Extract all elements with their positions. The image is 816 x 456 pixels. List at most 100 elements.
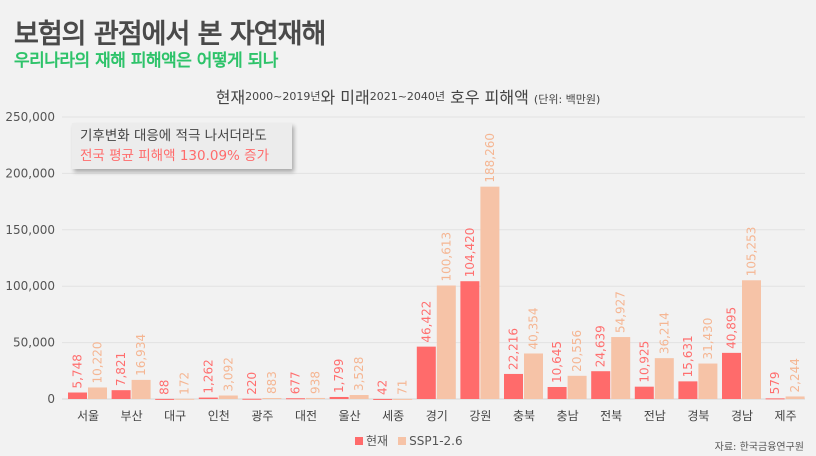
data-label: 3,092 <box>221 357 235 391</box>
bar <box>393 398 413 400</box>
bar <box>678 381 698 399</box>
data-label: 677 <box>289 371 303 394</box>
legend-swatch <box>355 437 363 445</box>
annotation-box: 기후변화 대응에 적극 나서더라도 전국 평균 피해액 130.09% 증가 <box>72 123 292 169</box>
data-label: 40,354 <box>527 307 541 349</box>
bar <box>306 397 325 399</box>
bar <box>722 352 741 399</box>
x-tick-label: 부산 <box>121 409 143 423</box>
bar <box>131 379 151 399</box>
data-label: 2,244 <box>788 358 802 392</box>
chart-title: 현재2000~2019년와 미래2021~2040년 호우 피해액 (단위: 백… <box>0 84 816 108</box>
bar <box>591 371 611 399</box>
x-tick-label: 울산 <box>339 409 361 423</box>
data-label: 71 <box>396 380 410 395</box>
bar <box>436 285 456 399</box>
y-tick-label: 100,000 <box>5 279 55 293</box>
x-tick-label: 강원 <box>469 409 491 423</box>
data-label: 36,214 <box>657 312 671 354</box>
bar <box>68 392 87 399</box>
bar <box>373 398 393 400</box>
annotation-line2: 전국 평균 피해액 130.09% 증가 <box>80 148 270 164</box>
data-label: 1,799 <box>332 359 346 393</box>
data-label: 579 <box>768 371 782 394</box>
data-label: 100,613 <box>439 232 453 282</box>
y-tick-label: 250,000 <box>5 110 55 124</box>
bar <box>785 396 805 399</box>
data-label: 31,430 <box>701 318 715 360</box>
data-label: 5,748 <box>71 354 85 388</box>
bar <box>111 390 131 399</box>
x-tick-label: 경북 <box>687 409 709 423</box>
data-label: 24,639 <box>594 325 608 367</box>
data-label: 10,925 <box>637 341 651 383</box>
x-tick-label: 대전 <box>295 409 317 423</box>
bar <box>524 353 543 399</box>
y-tick-label: 200,000 <box>5 166 55 180</box>
source-note: 자료: 한국금융연구원 <box>714 442 804 453</box>
x-tick-label: 충남 <box>557 409 579 423</box>
bar <box>242 398 262 400</box>
x-tick-label: 충북 <box>513 409 535 423</box>
bar <box>504 373 523 399</box>
x-tick-label: 서울 <box>77 409 99 423</box>
bar <box>155 398 175 400</box>
legend-label: 현재 <box>366 434 389 448</box>
bar <box>175 398 195 400</box>
chart-title-part: 호우 피해액 <box>445 88 534 107</box>
data-label: 22,216 <box>507 328 521 370</box>
data-label: 938 <box>309 371 323 394</box>
data-label: 172 <box>178 372 192 395</box>
data-label: 54,927 <box>614 291 628 333</box>
bar <box>611 337 631 399</box>
x-tick-label: 전북 <box>600 409 622 423</box>
x-tick-label: 세종 <box>382 409 404 423</box>
page-subtitle: 우리나라의 재해 피해액은 어떻게 되나 <box>14 51 278 71</box>
data-label: 20,556 <box>570 330 584 372</box>
data-label: 46,422 <box>419 301 433 343</box>
data-label: 88 <box>158 380 172 395</box>
data-label: 42 <box>376 380 390 395</box>
bar <box>88 387 107 399</box>
data-label: 1,262 <box>201 359 215 393</box>
bar <box>547 386 567 399</box>
data-label: 40,895 <box>725 307 739 349</box>
x-tick-label: 광주 <box>251 409 273 423</box>
data-label: 15,631 <box>681 335 695 377</box>
data-label: 7,821 <box>114 352 128 386</box>
legend-item-current: 현재 <box>355 432 388 449</box>
legend-label: SSP1-2.6 <box>409 433 463 448</box>
bar <box>765 398 785 400</box>
bar <box>742 280 761 399</box>
y-tick-label: 150,000 <box>5 223 55 237</box>
bar <box>286 398 305 400</box>
x-tick-label: 경남 <box>731 409 753 423</box>
bar <box>218 395 238 399</box>
bar <box>416 346 436 399</box>
y-tick-label: 0 <box>47 392 55 406</box>
x-tick-label: 인천 <box>208 408 230 423</box>
data-label: 105,253 <box>745 227 759 277</box>
data-label: 188,260 <box>483 133 497 183</box>
bar <box>654 358 674 399</box>
chart-title-part: 현재 <box>215 88 246 107</box>
data-label: 220 <box>245 372 259 395</box>
chart-title-part: 와 미래 <box>320 88 370 107</box>
bar <box>262 398 282 400</box>
chart-title-period: 2021~2040년 <box>369 90 446 103</box>
x-tick-label: 전남 <box>644 409 666 423</box>
x-tick-label: 대구 <box>164 409 186 423</box>
data-label: 104,420 <box>463 228 477 278</box>
chart-unit: (단위: 백만원) <box>533 93 601 106</box>
y-tick-label: 50,000 <box>13 336 55 350</box>
bar <box>567 375 587 399</box>
data-label: 10,220 <box>91 341 105 383</box>
data-label: 883 <box>265 371 279 394</box>
bar <box>329 396 349 399</box>
legend-swatch <box>398 436 407 445</box>
annotation-line1: 기후변화 대응에 적극 나서더라도 <box>80 128 267 144</box>
data-label: 16,934 <box>134 334 148 376</box>
legend: 현재 SSP1-2.6 <box>355 432 463 449</box>
page-title: 보험의 관점에서 본 자연재해 <box>14 19 326 50</box>
